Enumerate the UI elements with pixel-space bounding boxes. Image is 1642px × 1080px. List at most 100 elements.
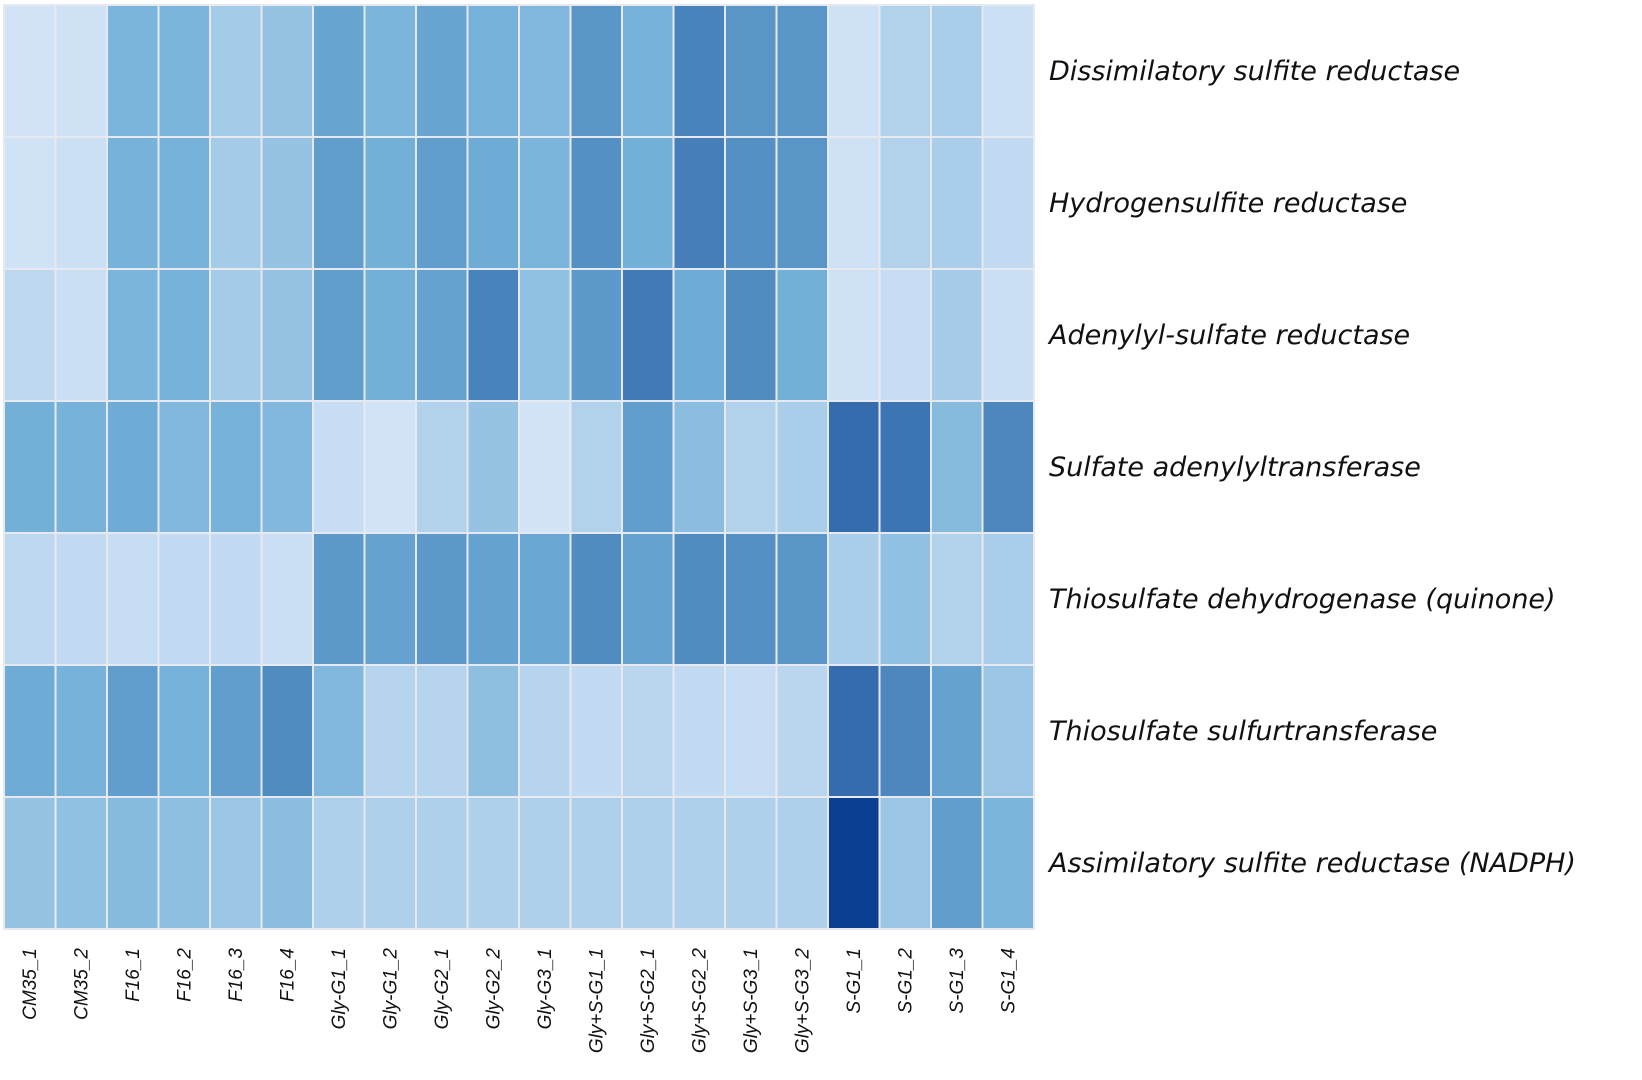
- heatmap-cell: [518, 664, 572, 798]
- heatmap-cell: [827, 532, 881, 666]
- heatmap-cell: [209, 796, 263, 930]
- heatmap-cell: [54, 796, 108, 930]
- heatmap-cell: [415, 796, 469, 930]
- heatmap-cell: [724, 532, 778, 666]
- heatmap-cell: [312, 532, 366, 666]
- heatmap-cell: [54, 664, 108, 798]
- column-label: F16_1: [123, 948, 144, 1002]
- heatmap-cell: [415, 136, 469, 270]
- heatmap-cell: [312, 136, 366, 270]
- heatmap-cell: [672, 4, 726, 138]
- heatmap-cell: [157, 400, 211, 534]
- heatmap-cell: [466, 532, 520, 666]
- heatmap-cell: [415, 532, 469, 666]
- column-label: S-G1_3: [947, 948, 968, 1014]
- heatmap-cell: [518, 136, 572, 270]
- heatmap-cell: [981, 532, 1035, 666]
- heatmap-cell: [3, 268, 57, 402]
- column-label: Gly+S-G3_2: [792, 948, 813, 1054]
- column-label: Gly-G2_2: [483, 948, 504, 1030]
- column-label: Gly-G3_1: [535, 948, 556, 1029]
- column-labels: CM35_1 CM35_2 F16_1 F16_2 F16_3 F16_4 Gly-G1_1…: [20, 948, 1020, 1054]
- heatmap-cell: [3, 136, 57, 270]
- heatmap-cell: [363, 796, 417, 930]
- heatmap-cell: [363, 4, 417, 138]
- heatmap-cell: [981, 136, 1035, 270]
- heatmap-cell: [981, 268, 1035, 402]
- heatmap-cell: [981, 796, 1035, 930]
- heatmap-cell: [621, 532, 675, 666]
- heatmap-cell: [930, 4, 984, 138]
- heatmap-cell: [827, 4, 881, 138]
- heatmap-cell: [981, 664, 1035, 798]
- heatmap-cell: [157, 4, 211, 138]
- row-label: Dissimilatory sulfite reductase: [1049, 56, 1460, 87]
- column-label: F16_4: [277, 948, 298, 1002]
- heatmap-cell: [775, 136, 829, 270]
- heatmap-cell: [724, 268, 778, 402]
- heatmap-cell: [878, 4, 932, 138]
- heatmap-cell: [827, 268, 881, 402]
- heatmap-cell: [260, 664, 314, 798]
- column-label: Gly-G1_1: [329, 948, 350, 1029]
- heatmap-cell: [363, 136, 417, 270]
- heatmap-cell: [569, 4, 623, 138]
- heatmap-cell: [260, 136, 314, 270]
- heatmap-cell: [621, 664, 675, 798]
- heatmap-cell: [260, 268, 314, 402]
- heatmap-cell: [775, 4, 829, 138]
- heatmap-cell: [724, 4, 778, 138]
- heatmap-cell: [54, 4, 108, 138]
- heatmap-cell: [312, 664, 366, 798]
- heatmap-cell: [672, 268, 726, 402]
- heatmap-cell: [260, 400, 314, 534]
- heatmap-cell: [157, 664, 211, 798]
- heatmap-cell: [621, 4, 675, 138]
- heatmap-cell: [363, 400, 417, 534]
- heatmap-cell: [724, 796, 778, 930]
- heatmap-cell: [569, 664, 623, 798]
- heatmap-cell: [569, 400, 623, 534]
- heatmap-cell: [621, 796, 675, 930]
- heatmap-cell: [54, 268, 108, 402]
- heatmap-cell: [209, 268, 263, 402]
- heatmap-cell: [569, 136, 623, 270]
- heatmap-cell: [106, 136, 160, 270]
- heatmap-cell: [466, 796, 520, 930]
- heatmap-cell: [672, 796, 726, 930]
- heatmap-cell: [363, 268, 417, 402]
- heatmap-cell: [878, 136, 932, 270]
- column-label: Gly+S-G2_1: [638, 948, 659, 1053]
- heatmap-cell: [672, 664, 726, 798]
- heatmap-cell: [3, 664, 57, 798]
- heatmap-cell: [775, 664, 829, 798]
- heatmap-cell: [260, 796, 314, 930]
- heatmap-cell: [518, 268, 572, 402]
- heatmap-cell: [621, 136, 675, 270]
- heatmap-cell: [827, 400, 881, 534]
- column-label: F16_3: [226, 948, 247, 1002]
- heatmap-cell: [878, 664, 932, 798]
- heatmap-cell: [209, 4, 263, 138]
- heatmap-cell: [981, 4, 1035, 138]
- row-label: Hydrogensulfite reductase: [1049, 188, 1407, 219]
- heatmap-cell: [415, 4, 469, 138]
- column-label: Gly+S-G1_1: [586, 948, 607, 1053]
- heatmap-cell: [569, 796, 623, 930]
- heatmap-cell: [930, 268, 984, 402]
- heatmap-cell: [930, 400, 984, 534]
- heatmap-cell: [724, 136, 778, 270]
- heatmap-cell: [106, 268, 160, 402]
- heatmap-cell: [3, 4, 57, 138]
- heatmap-cell: [672, 136, 726, 270]
- heatmap-cell: [415, 664, 469, 798]
- heatmap-cell: [981, 400, 1035, 534]
- heatmap-cell: [827, 796, 881, 930]
- heatmap-cell: [724, 664, 778, 798]
- column-label: S-G1_4: [998, 948, 1019, 1013]
- heatmap-cell: [878, 532, 932, 666]
- row-labels: Dissimilatory sulfite reductase Hydrogens…: [1047, 56, 1576, 879]
- heatmap-cell: [209, 532, 263, 666]
- heatmap-cell: [775, 400, 829, 534]
- column-label: Gly+S-G3_1: [741, 948, 762, 1053]
